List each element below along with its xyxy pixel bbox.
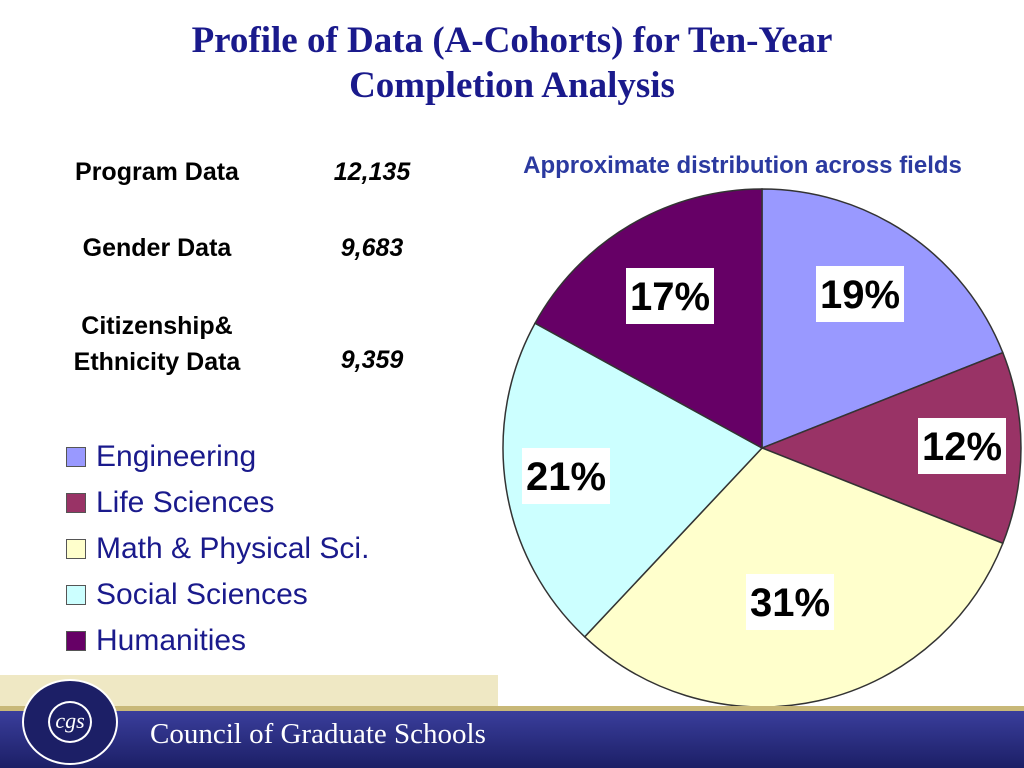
stat-value-program: 12,135 bbox=[333, 158, 411, 186]
legend-swatch-humanities bbox=[66, 631, 86, 651]
data-label-box-humanities bbox=[626, 268, 714, 324]
footer-org-name: Council of Graduate Schools bbox=[150, 718, 486, 750]
legend-item-engineering: Engineering bbox=[66, 434, 369, 480]
legend-item-life-sciences: Life Sciences bbox=[66, 480, 369, 526]
slide-title: Profile of Data (A-Cohorts) for Ten-Year… bbox=[0, 18, 1024, 108]
data-label-box-social-sciences bbox=[522, 448, 610, 504]
legend-label-social-sciences: Social Sciences bbox=[96, 578, 308, 611]
title-line-1: Profile of Data (A-Cohorts) for Ten-Year bbox=[191, 20, 833, 61]
footer-bar bbox=[0, 711, 1024, 768]
data-label-social-sciences: 21% bbox=[526, 455, 606, 499]
legend-label-humanities: Humanities bbox=[96, 624, 247, 657]
data-label-life-sciences: 12% bbox=[922, 425, 1002, 469]
stat-label-citizenship-line1: Citizenship& bbox=[81, 312, 233, 340]
legend-item-math-physical: Math & Physical Sci. bbox=[66, 526, 369, 572]
legend-swatch-life-sciences bbox=[66, 493, 86, 513]
pie-slice-life-sciences bbox=[759, 351, 1022, 545]
legend-label-engineering: Engineering bbox=[96, 440, 257, 473]
legend-item-social-sciences: Social Sciences bbox=[66, 572, 369, 618]
stat-label-program: Program Data bbox=[75, 158, 239, 186]
pie-slice-social-sciences bbox=[502, 322, 764, 638]
stat-label-citizenship-line2: Ethnicity Data bbox=[73, 348, 241, 376]
chart-legend: Engineering Life Sciences Math & Physica… bbox=[66, 434, 369, 664]
data-label-box-engineering bbox=[816, 266, 904, 322]
legend-item-humanities: Humanities bbox=[66, 618, 369, 664]
stat-label-citizenship: Citizenship& Ethnicity Data bbox=[27, 308, 287, 380]
data-label-box-life-sciences bbox=[918, 418, 1006, 474]
stat-label-gender: Gender Data bbox=[82, 234, 232, 262]
title-line-2: Completion Analysis bbox=[349, 65, 675, 106]
stat-value-gender: 9,683 bbox=[340, 234, 404, 262]
data-label-box-math-physical-sci bbox=[746, 574, 834, 630]
legend-label-math-physical: Math & Physical Sci. bbox=[96, 532, 370, 565]
stat-value-citizenship: 9,359 bbox=[340, 346, 404, 374]
seal-monogram: cgs bbox=[48, 701, 92, 743]
legend-swatch-math-physical bbox=[66, 539, 86, 559]
footer-stripe bbox=[0, 706, 1024, 711]
data-label-engineering: 19% bbox=[820, 273, 900, 317]
legend-swatch-engineering bbox=[66, 447, 86, 467]
legend-swatch-social-sciences bbox=[66, 585, 86, 605]
chart-subtitle: Approximate distribution across fields bbox=[523, 152, 962, 179]
data-label-math-physical-sci: 31% bbox=[750, 581, 830, 625]
data-label-humanities: 17% bbox=[630, 275, 710, 319]
legend-label-life-sciences: Life Sciences bbox=[96, 486, 275, 519]
cgs-seal-logo: cgs bbox=[22, 679, 118, 765]
